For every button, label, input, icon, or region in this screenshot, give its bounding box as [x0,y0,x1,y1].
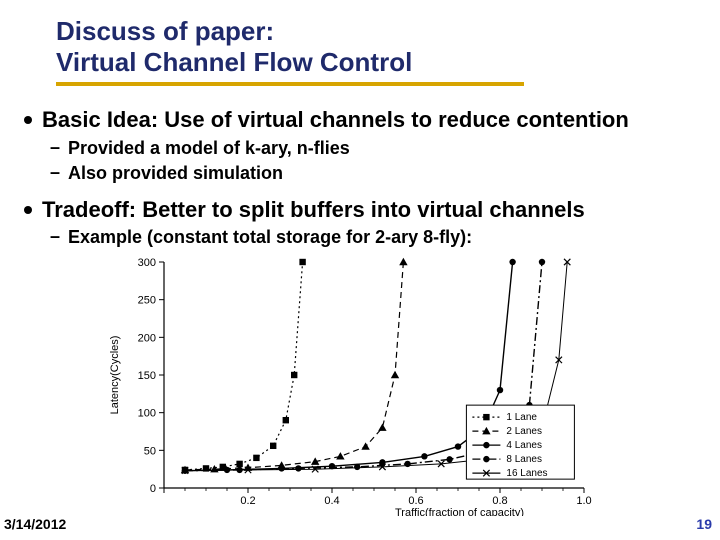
svg-text:0.2: 0.2 [240,495,255,507]
svg-text:2 Lanes: 2 Lanes [506,426,542,437]
svg-text:0.6: 0.6 [408,495,423,507]
bullet-text: Basic Idea: Use of virtual channels to r… [42,106,629,135]
dash-icon: – [50,162,60,183]
footer-page-number: 19 [696,516,712,532]
latency-vs-traffic-chart: 0 50 100 150 200 250 300 0.2 0.4 0.6 0.8 1.0 Latency… [100,256,620,516]
bullet-tradeoff: Tradeoff: Better to split buffers into v… [24,196,696,225]
svg-text:300: 300 [138,257,156,269]
bullet-dot-icon [24,116,32,124]
subbullet-model: – Provided a model of k-ary, n-flies [50,137,696,160]
subbullet-simulation: – Also provided simulation [50,162,696,185]
subbullet-text: Provided a model of k-ary, n-flies [68,137,350,160]
svg-text:250: 250 [138,294,156,306]
svg-text:16 Lanes: 16 Lanes [506,468,547,479]
title-line-2: Virtual Channel Flow Control [56,47,720,78]
subbullet-text: Example (constant total storage for 2-ar… [68,226,472,249]
svg-text:0.4: 0.4 [324,495,339,507]
svg-text:Latency(Cycles): Latency(Cycles) [109,335,121,414]
slide-body: Basic Idea: Use of virtual channels to r… [0,86,720,515]
dash-icon: – [50,226,60,247]
dash-icon: – [50,137,60,158]
svg-text:200: 200 [138,332,156,344]
svg-text:150: 150 [138,370,156,382]
svg-text:1.0: 1.0 [576,495,591,507]
svg-text:100: 100 [138,407,156,419]
slide: Discuss of paper: Virtual Channel Flow C… [0,0,720,540]
svg-text:0.8: 0.8 [492,495,507,507]
subbullet-example: – Example (constant total storage for 2-… [50,226,696,249]
svg-text:0: 0 [150,483,156,495]
bullet-dot-icon [24,206,32,214]
title-line-1: Discuss of paper: [56,16,720,47]
bullet-basic-idea: Basic Idea: Use of virtual channels to r… [24,106,696,135]
chart-container: 0 50 100 150 200 250 300 0.2 0.4 0.6 0.8 1.0 Latency… [24,256,696,516]
bullet-text: Tradeoff: Better to split buffers into v… [42,196,585,225]
svg-text:50: 50 [144,445,156,457]
svg-text:1 Lane: 1 Lane [506,412,537,423]
svg-text:8 Lanes: 8 Lanes [506,454,542,465]
slide-footer: 3/14/2012 19 [0,512,720,534]
footer-date: 3/14/2012 [4,516,66,532]
subbullet-text: Also provided simulation [68,162,283,185]
svg-text:4 Lanes: 4 Lanes [506,440,542,451]
slide-title: Discuss of paper: Virtual Channel Flow C… [0,0,720,78]
